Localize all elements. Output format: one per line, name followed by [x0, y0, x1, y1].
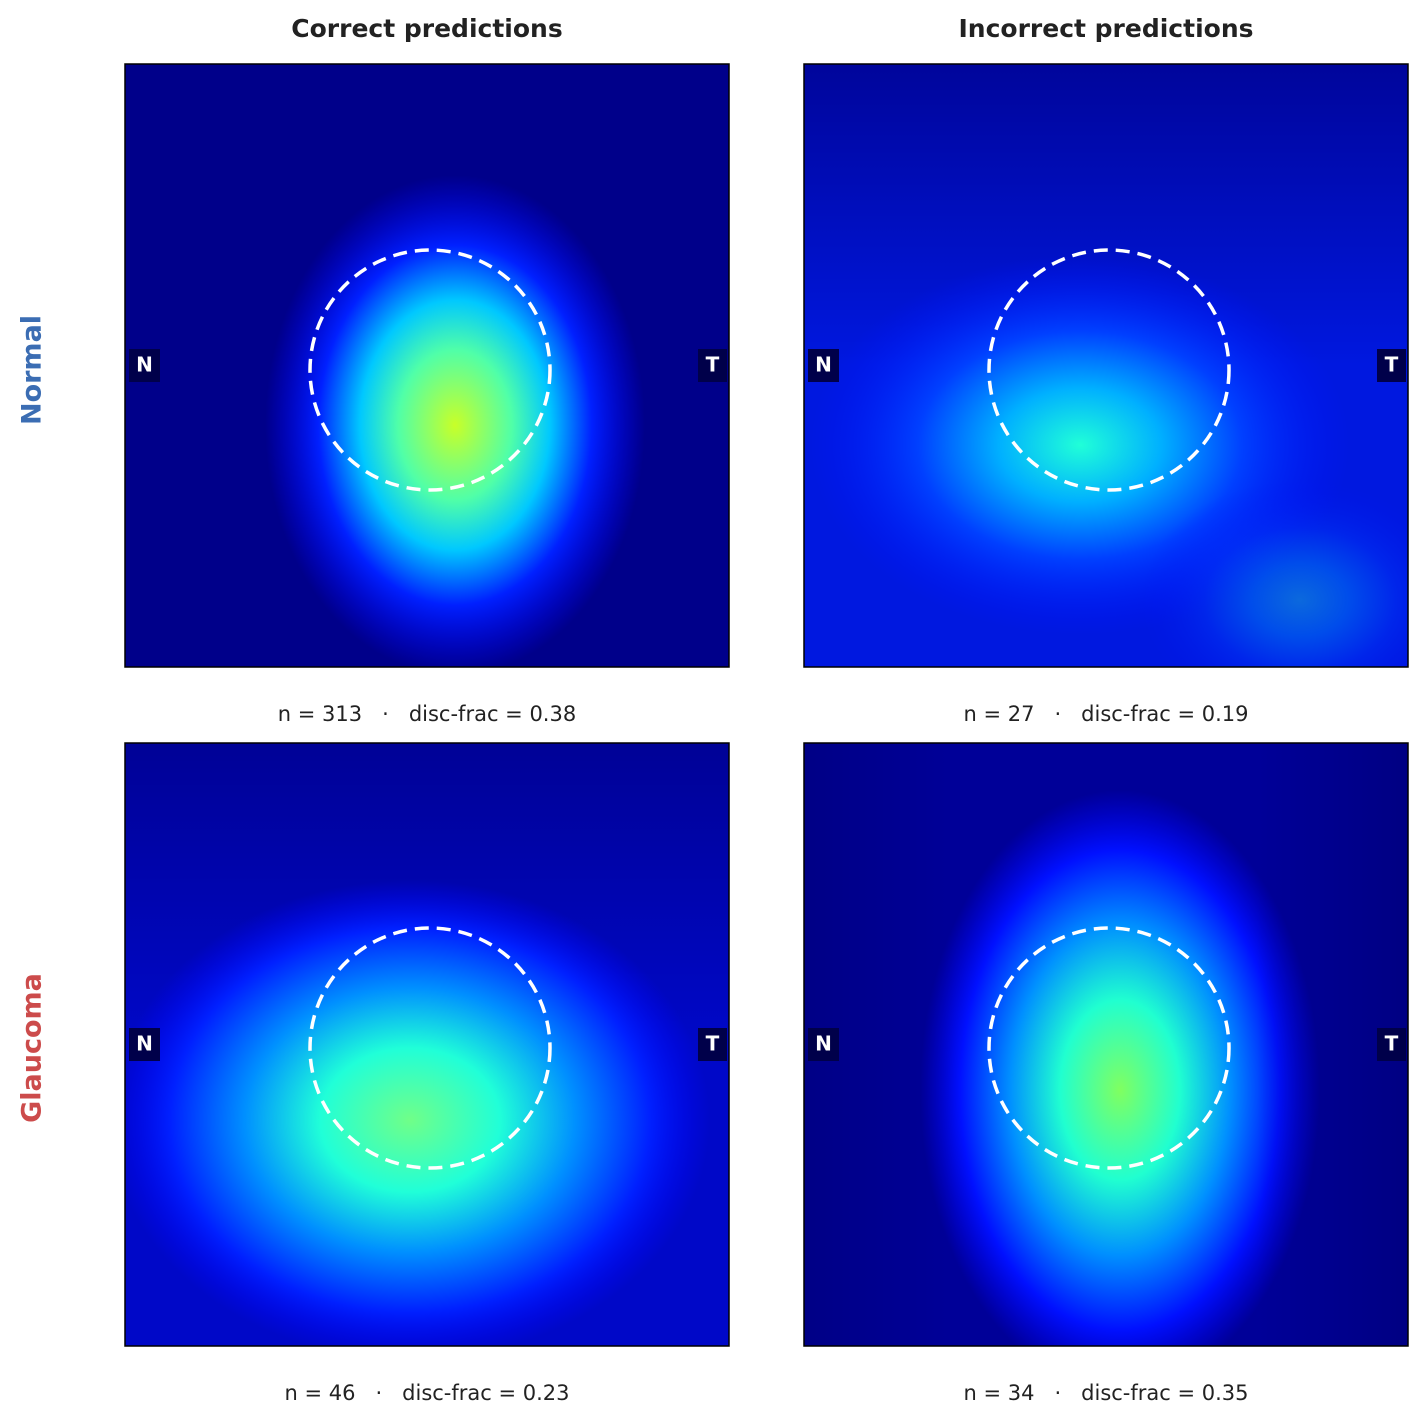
marker-box: [1377, 1028, 1406, 1061]
row-label: Normal: [17, 315, 48, 425]
disc-outline: [987, 248, 1231, 492]
heatmap: [125, 64, 729, 667]
temporal-marker: T: [706, 1032, 720, 1056]
panel-frame: [803, 742, 1409, 1347]
nasal-marker: N: [815, 1032, 832, 1056]
heatmap: [125, 743, 729, 1346]
temporal-marker: T: [706, 353, 720, 377]
panel-caption: n = 27 · disc-frac = 0.19: [963, 702, 1248, 726]
marker-box: [698, 349, 727, 382]
marker-box: [808, 349, 839, 382]
row-label: Glaucoma: [17, 973, 48, 1123]
heatmap: [804, 743, 1408, 1346]
heatmap: [804, 64, 1408, 667]
panel-caption: n = 34 · disc-frac = 0.35: [963, 1381, 1248, 1405]
panel-frame: [124, 742, 730, 1347]
panel-caption: n = 313 · disc-frac = 0.38: [278, 702, 576, 726]
nasal-marker: N: [815, 353, 832, 377]
panel-frame: [124, 63, 730, 668]
column-title: Incorrect predictions: [958, 14, 1253, 43]
marker-box: [698, 1028, 727, 1061]
temporal-marker: T: [1385, 353, 1399, 377]
marker-box: [808, 1028, 839, 1061]
nasal-marker: N: [136, 353, 153, 377]
panel-caption: n = 46 · disc-frac = 0.23: [284, 1381, 569, 1405]
disc-outline: [308, 926, 552, 1170]
temporal-marker: T: [1385, 1032, 1399, 1056]
nasal-marker: N: [136, 1032, 153, 1056]
panel-frame: [803, 63, 1409, 668]
disc-outline: [308, 248, 552, 492]
marker-box: [1377, 349, 1406, 382]
column-title: Correct predictions: [291, 14, 562, 43]
marker-box: [129, 1028, 160, 1061]
disc-outline: [987, 926, 1231, 1170]
marker-box: [129, 349, 160, 382]
orientation-markers: N T N T N T N T: [129, 349, 1406, 1061]
